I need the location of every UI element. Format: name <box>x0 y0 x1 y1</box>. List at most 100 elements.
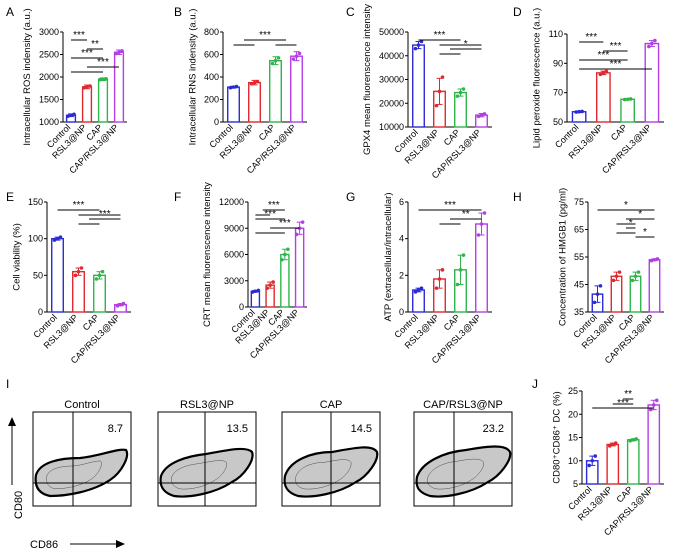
sig-label: *** <box>598 50 610 61</box>
y-tick-label: 150 <box>28 197 43 207</box>
data-point <box>228 85 233 90</box>
data-point <box>617 270 622 274</box>
data-point <box>655 257 660 261</box>
y-axis-label: Concentration of HMGB1 (pg/ml) <box>558 188 569 326</box>
sig-label: *** <box>264 209 276 220</box>
sig-label: *** <box>81 48 93 59</box>
data-point <box>88 84 92 88</box>
data-point <box>598 284 603 288</box>
y-tick-label: 200 <box>204 95 219 105</box>
data-point <box>648 407 653 412</box>
data-point <box>273 58 278 63</box>
data-point <box>55 236 60 241</box>
data-point <box>649 258 654 263</box>
y-tick-label: 9000 <box>224 223 244 233</box>
data-point <box>255 79 260 84</box>
data-point <box>416 288 421 292</box>
bar <box>269 59 282 123</box>
bar <box>113 51 125 123</box>
data-point <box>636 270 641 274</box>
data-point <box>593 454 598 458</box>
chart-a: A 1000 1500 2000 2500 3000 Intracellular ROS i… <box>6 5 127 175</box>
data-point <box>69 113 73 118</box>
y-tick-label: 25 <box>568 386 578 396</box>
data-point <box>100 269 105 274</box>
data-point <box>268 283 272 287</box>
y-tick-label: 0 <box>214 117 219 127</box>
data-point <box>611 278 616 283</box>
data-point <box>437 89 442 94</box>
flow-title: CAP <box>320 399 343 411</box>
data-point <box>592 300 597 305</box>
y-tick-label: 50 <box>553 117 563 127</box>
sig-label: * <box>464 39 468 50</box>
chart-h: H 35 45 55 65 75 Concentration of HMGB1 (pg/ml… <box>513 188 664 365</box>
sig-label: *** <box>259 30 271 41</box>
panel-letter: I <box>6 377 9 391</box>
quadrant-percent: 8.7 <box>108 423 123 435</box>
sig-label: *** <box>279 218 291 229</box>
data-point <box>66 114 70 118</box>
flow-title: RSL3@NP <box>180 399 234 411</box>
y-tick-label: 0 <box>239 302 244 312</box>
quadrant-percent: 14.5 <box>351 423 372 435</box>
data-point <box>85 85 89 89</box>
panel-letter: A <box>6 5 14 19</box>
data-point <box>291 57 296 61</box>
data-point <box>610 442 615 447</box>
flow-panel: I Control 8.7 RSL3@NP 13.5 CAP 14.5 CAP/RSL3@NP… <box>6 377 513 551</box>
sig-label: *** <box>585 32 597 43</box>
data-point <box>114 51 118 56</box>
y-tick-label: 6000 <box>224 250 244 260</box>
data-point <box>271 280 275 284</box>
data-point <box>117 50 121 55</box>
y-tick-label: 400 <box>204 72 219 82</box>
panel-letter: J <box>532 377 538 391</box>
data-point <box>434 103 439 108</box>
flow-title: CAP/RSL3@NP <box>423 399 503 411</box>
data-point <box>97 273 102 278</box>
bar <box>280 253 290 308</box>
bar <box>248 81 261 123</box>
data-point <box>650 41 654 46</box>
y-tick-label: 110 <box>549 29 563 39</box>
data-point <box>79 266 84 270</box>
sig-label: ** <box>624 389 632 400</box>
y-tick-label: 0 <box>38 307 43 317</box>
data-point <box>614 274 619 279</box>
y-tick-label: 2500 <box>39 50 59 60</box>
bar <box>412 44 425 128</box>
x-tick-label: CAP <box>609 122 629 142</box>
data-point <box>94 277 99 281</box>
y-tick-label: 2 <box>399 270 404 280</box>
y-tick-label: 40000 <box>379 51 404 61</box>
data-point <box>652 257 657 262</box>
y-tick-label: 1500 <box>39 95 59 105</box>
y-tick-label: 800 <box>204 27 219 37</box>
data-point <box>479 222 484 226</box>
data-point <box>294 54 299 58</box>
y-tick-label: 600 <box>204 50 219 60</box>
data-point <box>479 113 484 117</box>
data-point <box>458 90 463 95</box>
y-axis-label: Intracellular ROS indensity (a.u.) <box>22 8 33 145</box>
data-point <box>590 458 595 463</box>
data-point <box>104 77 108 81</box>
y-tick-label: 50000 <box>379 27 404 37</box>
y-axis-label: GPX4 mean fluorenscence intensity <box>362 4 373 155</box>
y-tick-label: 50 <box>33 270 43 280</box>
data-point <box>52 238 57 242</box>
data-point <box>598 72 603 77</box>
data-point <box>283 252 287 257</box>
data-point <box>476 114 481 119</box>
data-point <box>458 268 463 272</box>
data-point <box>461 253 466 257</box>
bar <box>72 270 85 313</box>
sig-label: * <box>643 227 647 238</box>
data-point <box>416 43 421 47</box>
y-tick-label: 0 <box>399 307 404 317</box>
bar <box>620 98 635 123</box>
sig-label: *** <box>99 209 111 220</box>
